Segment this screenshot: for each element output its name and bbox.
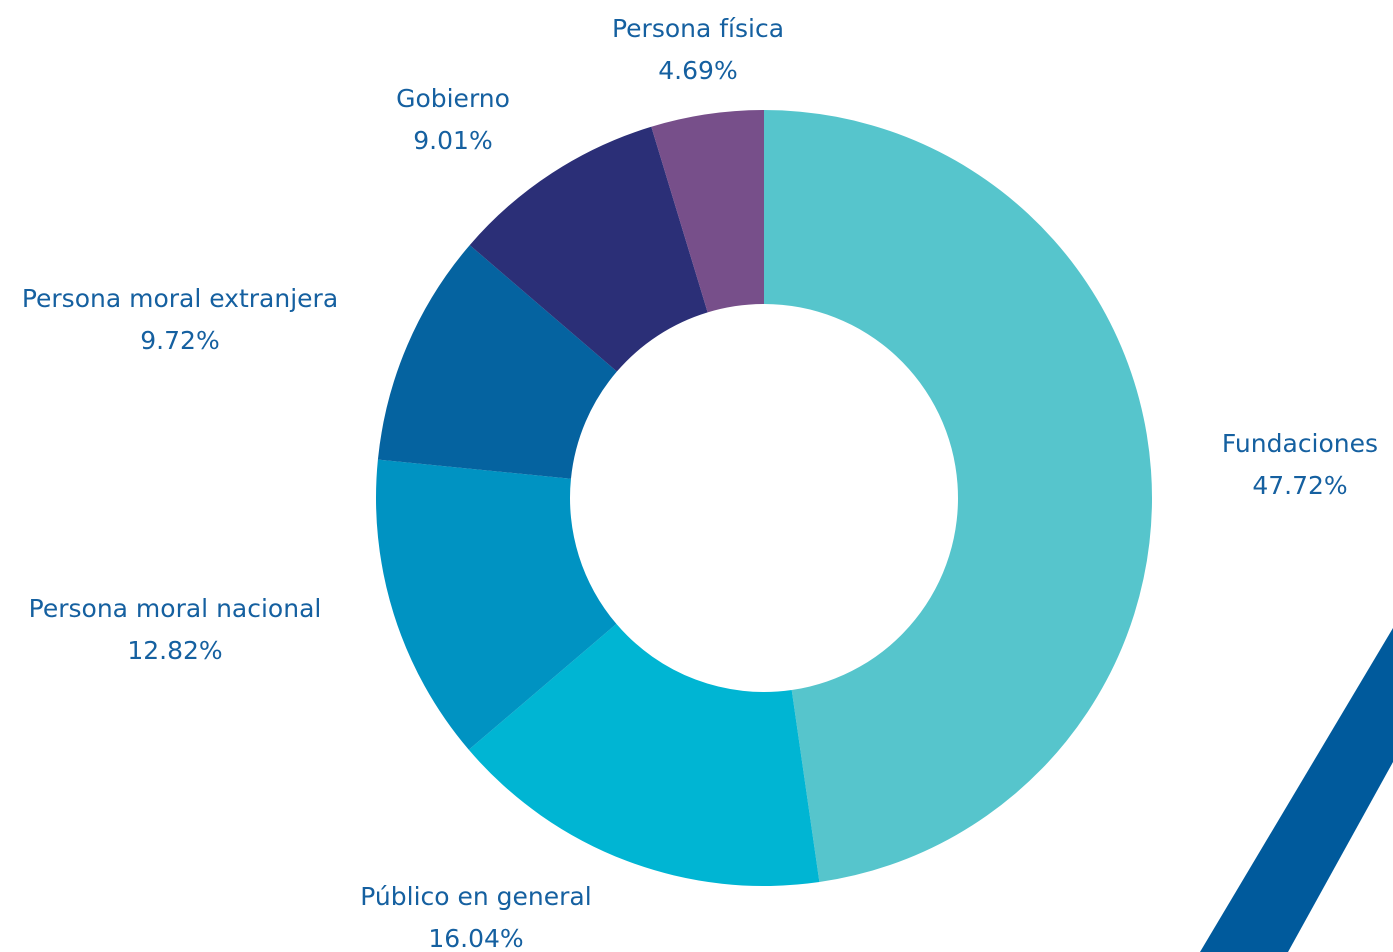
slice-value-label: 12.82% bbox=[127, 636, 222, 665]
slice-value-label: 9.72% bbox=[140, 326, 219, 355]
slice-value-label: 16.04% bbox=[428, 924, 523, 952]
donut-slice bbox=[469, 126, 708, 372]
slice-label: Persona moral extranjera bbox=[22, 284, 338, 313]
slice-value-label: 9.01% bbox=[413, 126, 492, 155]
slice-label: Persona moral nacional bbox=[29, 594, 322, 623]
donut-slice bbox=[376, 459, 617, 750]
slice-label: Persona física bbox=[612, 14, 784, 43]
decor-stripe bbox=[1200, 628, 1393, 952]
donut-slice bbox=[468, 623, 820, 886]
slice-value-label: 4.69% bbox=[658, 56, 737, 85]
slice-label: Fundaciones bbox=[1222, 429, 1378, 458]
slice-value-label: 47.72% bbox=[1252, 471, 1347, 500]
slice-label: Público en general bbox=[360, 882, 591, 911]
donut-slice bbox=[764, 110, 1152, 883]
donut-slice bbox=[377, 245, 617, 479]
donut-slice bbox=[651, 110, 764, 313]
slice-label: Gobierno bbox=[396, 84, 510, 113]
